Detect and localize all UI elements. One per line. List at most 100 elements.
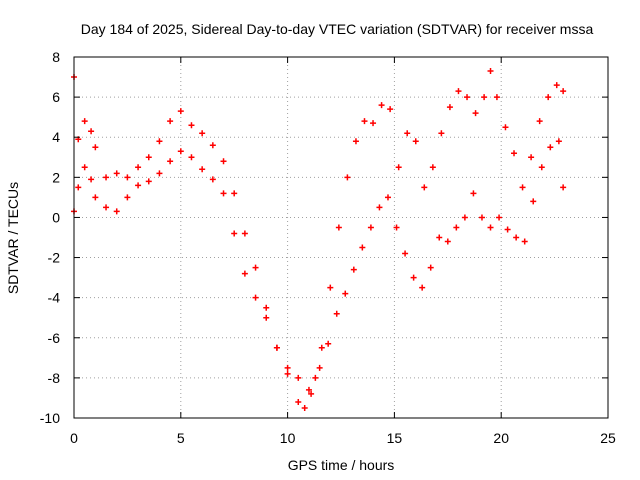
data-point bbox=[350, 266, 357, 273]
data-point bbox=[252, 294, 259, 301]
data-point bbox=[344, 174, 351, 181]
data-point bbox=[455, 88, 462, 95]
data-point bbox=[461, 214, 468, 221]
data-point bbox=[209, 176, 216, 183]
data-point bbox=[504, 226, 511, 233]
data-point bbox=[367, 224, 374, 231]
data-point bbox=[359, 244, 366, 251]
data-point bbox=[555, 138, 562, 145]
data-point bbox=[92, 144, 99, 151]
data-point bbox=[536, 118, 543, 125]
data-point bbox=[145, 154, 152, 161]
data-point bbox=[560, 184, 567, 191]
data-point bbox=[124, 194, 131, 201]
data-point bbox=[220, 158, 227, 165]
data-point bbox=[135, 182, 142, 189]
data-point bbox=[560, 88, 567, 95]
data-point bbox=[553, 82, 560, 89]
data-point bbox=[429, 164, 436, 171]
x-tick-label: 20 bbox=[493, 430, 509, 446]
data-point bbox=[263, 304, 270, 311]
data-point bbox=[209, 142, 216, 149]
data-point bbox=[156, 138, 163, 145]
x-axis-label: GPS time / hours bbox=[288, 457, 395, 473]
data-point bbox=[325, 340, 332, 347]
data-point bbox=[199, 166, 206, 173]
data-point bbox=[231, 190, 238, 197]
x-tick-label: 0 bbox=[70, 430, 78, 446]
data-point bbox=[312, 374, 319, 381]
y-tick-label: 6 bbox=[52, 89, 60, 105]
data-point bbox=[113, 170, 120, 177]
data-point bbox=[295, 398, 302, 405]
y-tick-label: 2 bbox=[52, 169, 60, 185]
data-point bbox=[263, 314, 270, 321]
data-point bbox=[427, 264, 434, 271]
data-point bbox=[92, 194, 99, 201]
data-point bbox=[252, 264, 259, 271]
y-tick-label: 0 bbox=[52, 209, 60, 225]
data-point bbox=[502, 124, 509, 131]
data-point bbox=[496, 214, 503, 221]
data-point bbox=[446, 104, 453, 111]
data-point bbox=[342, 290, 349, 297]
data-point bbox=[545, 94, 552, 101]
data-point bbox=[393, 224, 400, 231]
data-point bbox=[470, 190, 477, 197]
y-tick-label: -8 bbox=[48, 370, 61, 386]
grid-lines bbox=[74, 57, 608, 418]
data-point bbox=[241, 230, 248, 237]
data-point bbox=[410, 274, 417, 281]
x-tick-label: 25 bbox=[600, 430, 616, 446]
data-point bbox=[305, 386, 312, 393]
y-tick-label: 4 bbox=[52, 129, 60, 145]
y-tick-label: -6 bbox=[48, 330, 61, 346]
data-point bbox=[370, 120, 377, 127]
data-point bbox=[513, 234, 520, 241]
data-point bbox=[135, 164, 142, 171]
data-point bbox=[378, 102, 385, 109]
chart-title: Day 184 of 2025, Sidereal Day-to-day VTE… bbox=[81, 21, 594, 37]
data-point bbox=[188, 154, 195, 161]
data-point bbox=[284, 364, 291, 371]
data-point bbox=[464, 94, 471, 101]
y-tick-label: -4 bbox=[48, 290, 61, 306]
data-point bbox=[402, 250, 409, 257]
data-point bbox=[103, 204, 110, 211]
data-point bbox=[511, 150, 518, 157]
data-point bbox=[436, 234, 443, 241]
x-tick-label: 5 bbox=[177, 430, 185, 446]
data-point bbox=[295, 374, 302, 381]
x-tick-label: 10 bbox=[280, 430, 296, 446]
data-point bbox=[493, 94, 500, 101]
data-point bbox=[103, 174, 110, 181]
data-point bbox=[395, 164, 402, 171]
y-tick-label: -10 bbox=[40, 410, 60, 426]
data-point bbox=[301, 404, 308, 411]
data-point bbox=[519, 184, 526, 191]
data-point bbox=[444, 238, 451, 245]
data-point bbox=[318, 344, 325, 351]
data-point bbox=[438, 130, 445, 137]
data-point bbox=[75, 184, 82, 191]
data-point bbox=[453, 224, 460, 231]
data-point bbox=[316, 364, 323, 371]
data-point bbox=[167, 158, 174, 165]
axis-ticks: 0 5 10 15 20 25 -10 -8 -6 -4 -2 0 2 4 6 8 bbox=[40, 49, 616, 446]
data-point bbox=[145, 178, 152, 185]
data-point bbox=[404, 130, 411, 137]
data-point bbox=[528, 154, 535, 161]
data-point bbox=[177, 148, 184, 155]
data-point bbox=[421, 184, 428, 191]
data-point bbox=[335, 224, 342, 231]
data-point bbox=[88, 128, 95, 135]
data-point bbox=[81, 164, 88, 171]
data-point bbox=[333, 310, 340, 317]
data-point bbox=[241, 270, 248, 277]
data-point bbox=[352, 138, 359, 145]
data-point bbox=[384, 194, 391, 201]
data-point bbox=[387, 106, 394, 113]
data-points bbox=[71, 68, 567, 411]
data-point bbox=[273, 344, 280, 351]
